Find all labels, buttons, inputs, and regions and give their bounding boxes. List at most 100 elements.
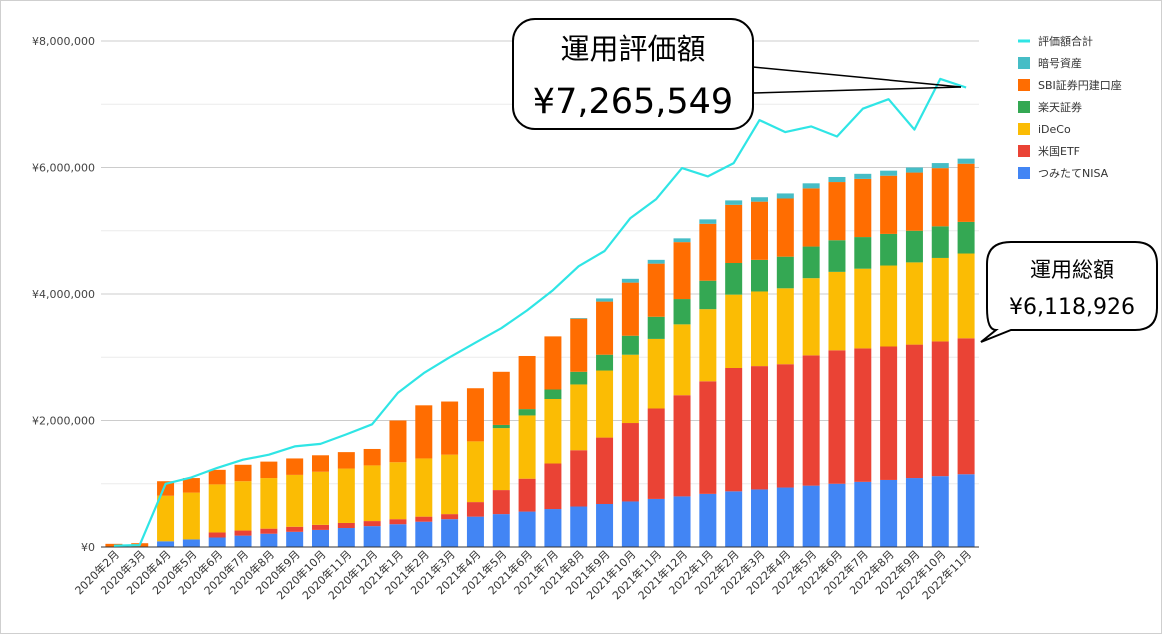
- bar-segment: [286, 531, 304, 547]
- bar-segment: [492, 371, 510, 425]
- bar-segment: [725, 263, 743, 295]
- y-tick-label: ¥2,000,000: [32, 415, 95, 428]
- bar-segment: [776, 193, 794, 199]
- bar-segment: [621, 423, 639, 502]
- bar-segment: [544, 389, 562, 399]
- bar-segment: [544, 463, 562, 510]
- bar-segment: [776, 364, 794, 488]
- bar-segment: [621, 354, 639, 424]
- bar-segment: [776, 256, 794, 289]
- y-tick-label: ¥0: [81, 541, 95, 554]
- bar-segment: [673, 238, 691, 243]
- callout-pointer-line: [752, 66, 962, 88]
- bar-segment: [492, 428, 510, 491]
- bar-segment: [441, 401, 459, 455]
- bar-segment: [363, 448, 381, 466]
- bar-segment: [802, 188, 820, 247]
- bar-segment: [260, 478, 278, 529]
- legend-label: 暗号資産: [1038, 56, 1082, 70]
- bar-segment: [802, 278, 820, 356]
- bar-segment: [415, 516, 433, 522]
- bar-segment: [492, 424, 510, 429]
- bar-segment: [880, 170, 898, 176]
- bar-segment: [699, 493, 717, 547]
- bar-segment: [699, 381, 717, 494]
- bar-segment: [312, 524, 329, 530]
- bar-segment: [905, 478, 923, 547]
- callout-pointer-line: [752, 86, 962, 94]
- bar-segment: [725, 204, 743, 264]
- bar-segment: [647, 259, 665, 264]
- bar-segment: [518, 511, 536, 547]
- bar-segment: [828, 240, 846, 272]
- bar-segment: [415, 405, 433, 459]
- bar-segment: [312, 529, 329, 547]
- bar-segment: [931, 476, 949, 547]
- bar-segment: [234, 464, 252, 482]
- total-callout-box: [980, 241, 1158, 343]
- bar-segment: [260, 533, 278, 547]
- bar-segment: [673, 324, 691, 396]
- y-tick-label: ¥4,000,000: [32, 288, 95, 301]
- bar-segment: [234, 481, 252, 531]
- valuation-callout-title: 運用評価額: [560, 32, 705, 66]
- bar-segment: [725, 294, 743, 369]
- bar-segment: [751, 366, 768, 490]
- bar-segment: [647, 498, 665, 547]
- bar-segment: [363, 526, 381, 547]
- bar-segment: [518, 409, 536, 416]
- bar-segment: [854, 178, 872, 238]
- bar-segment: [802, 183, 820, 189]
- bar-segment: [492, 514, 510, 547]
- bar-segment: [776, 288, 794, 365]
- bar-segment: [208, 532, 226, 538]
- bar-segment: [596, 503, 614, 547]
- bar-segment: [828, 271, 846, 351]
- bar-segment: [854, 173, 872, 179]
- bar-segment: [880, 265, 898, 347]
- bar-segment: [182, 539, 200, 547]
- bar-segment: [389, 462, 407, 520]
- bar-segment: [157, 541, 175, 547]
- bar-segment: [673, 496, 691, 547]
- bar-segment: [751, 489, 768, 547]
- legend-swatch: [1018, 167, 1030, 179]
- bar-segment: [363, 465, 381, 522]
- bar-segment: [260, 528, 278, 534]
- bar-segment: [415, 458, 433, 517]
- bar-segment: [828, 176, 846, 183]
- total-callout-title: 運用総額: [1030, 258, 1114, 282]
- bar-segment: [725, 491, 743, 547]
- bar-segment: [570, 384, 588, 451]
- bar-segment: [957, 221, 975, 254]
- bar-segment: [776, 487, 794, 547]
- bar-segment: [208, 469, 226, 485]
- bar-segment: [854, 268, 872, 349]
- bar-segment: [751, 201, 768, 260]
- bar-segment: [647, 408, 665, 499]
- bar-segment: [828, 350, 846, 484]
- bar-segment: [931, 257, 949, 342]
- bar-segment: [802, 485, 820, 547]
- bar-segment: [854, 481, 872, 547]
- bar-segment: [725, 368, 743, 492]
- legend-swatch: [1018, 101, 1030, 113]
- bar-segment: [596, 298, 614, 302]
- bar-segment: [647, 263, 665, 317]
- bar-segment: [570, 318, 588, 372]
- bar-segment: [673, 242, 691, 300]
- legend-label: iDeCo: [1038, 123, 1071, 136]
- bar-segment: [234, 530, 252, 536]
- bar-segment: [544, 398, 562, 464]
- bar-segment: [673, 395, 691, 497]
- bar-segment: [751, 259, 768, 292]
- bar-segment: [596, 370, 614, 438]
- bar-segment: [518, 415, 536, 479]
- bar-segment: [957, 253, 975, 339]
- bar-segment: [286, 526, 304, 532]
- bar-segment: [854, 348, 872, 482]
- bar-segment: [905, 172, 923, 231]
- bar-segment: [647, 316, 665, 339]
